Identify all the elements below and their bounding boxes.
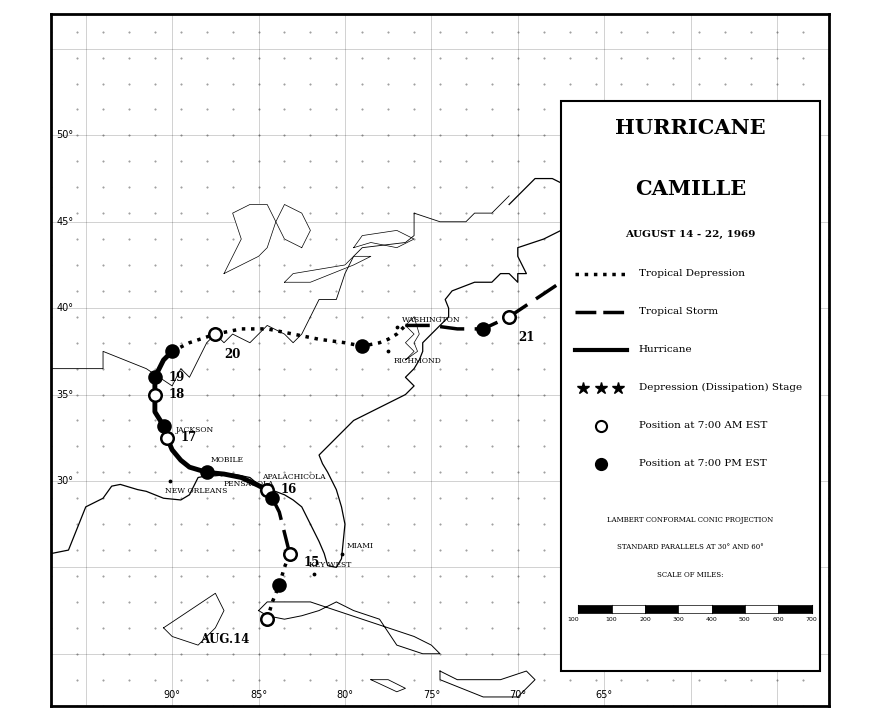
Polygon shape	[440, 671, 535, 697]
Text: RICHMOND: RICHMOND	[393, 357, 441, 365]
Text: JACKSON: JACKSON	[176, 426, 214, 434]
Text: 500: 500	[739, 618, 751, 623]
Text: 85°: 85°	[250, 690, 268, 701]
Text: 90°: 90°	[164, 690, 180, 701]
Polygon shape	[259, 602, 440, 654]
Text: PENSACOLA: PENSACOLA	[224, 480, 275, 488]
Text: 100: 100	[568, 618, 579, 623]
Text: Position at 7:00 PM EST: Position at 7:00 PM EST	[639, 459, 766, 468]
Text: CAMILLE: CAMILLE	[635, 179, 746, 199]
Text: 45°: 45°	[56, 217, 74, 227]
Text: Tropical Depression: Tropical Depression	[639, 269, 744, 278]
Text: 15: 15	[304, 556, 319, 569]
Polygon shape	[275, 204, 311, 248]
Text: 22: 22	[678, 189, 695, 202]
Text: Hurricane: Hurricane	[639, 345, 693, 354]
Text: 17: 17	[180, 431, 197, 444]
Text: 16: 16	[281, 483, 297, 496]
Text: 20: 20	[224, 348, 240, 361]
Bar	[561, 101, 820, 671]
Text: 50°: 50°	[56, 130, 74, 140]
Text: MOBILE: MOBILE	[210, 456, 243, 464]
Text: 18: 18	[169, 388, 185, 401]
Polygon shape	[354, 230, 414, 248]
Polygon shape	[284, 256, 370, 282]
Text: 19: 19	[169, 371, 185, 384]
Bar	[778, 605, 811, 613]
Text: 70°: 70°	[510, 690, 526, 701]
Bar	[712, 605, 744, 613]
Polygon shape	[224, 204, 275, 274]
Text: HURRICANE: HURRICANE	[615, 118, 766, 138]
Text: MIAMI: MIAMI	[347, 542, 374, 550]
Text: APALACHICOLA: APALACHICOLA	[262, 473, 326, 481]
Bar	[612, 605, 645, 613]
Text: AUGUST 14 - 22, 1969: AUGUST 14 - 22, 1969	[626, 230, 756, 240]
Text: LAMBERT CONFORMAL CONIC PROJECTION: LAMBERT CONFORMAL CONIC PROJECTION	[607, 516, 774, 523]
Text: 21: 21	[517, 331, 534, 344]
Bar	[744, 605, 778, 613]
Text: 600: 600	[773, 618, 784, 623]
Text: 35°: 35°	[56, 390, 74, 400]
Text: 300: 300	[672, 618, 684, 623]
Text: AUG.14: AUG.14	[201, 634, 250, 647]
Text: 75°: 75°	[422, 690, 440, 701]
Bar	[645, 605, 678, 613]
Bar	[678, 605, 712, 613]
Text: 100: 100	[605, 618, 618, 623]
Text: WASHINGTON: WASHINGTON	[402, 315, 460, 324]
Text: 200: 200	[639, 618, 651, 623]
Text: NEW ORLEANS: NEW ORLEANS	[165, 487, 228, 495]
Text: STANDARD PARALLELS AT 30° AND 60°: STANDARD PARALLELS AT 30° AND 60°	[617, 543, 764, 552]
Text: Position at 7:00 AM EST: Position at 7:00 AM EST	[639, 421, 767, 430]
Text: 400: 400	[706, 618, 717, 623]
Text: KEY WEST: KEY WEST	[309, 561, 351, 569]
Text: 65°: 65°	[596, 690, 612, 701]
Text: 700: 700	[806, 618, 818, 623]
Polygon shape	[370, 680, 406, 692]
Bar	[578, 605, 612, 613]
Text: 40°: 40°	[56, 303, 73, 313]
Text: 30°: 30°	[56, 476, 73, 486]
Text: Tropical Storm: Tropical Storm	[639, 307, 718, 316]
Text: Depression (Dissipation) Stage: Depression (Dissipation) Stage	[639, 383, 802, 392]
Text: SCALE OF MILES:: SCALE OF MILES:	[657, 571, 724, 579]
Text: 80°: 80°	[336, 690, 354, 701]
